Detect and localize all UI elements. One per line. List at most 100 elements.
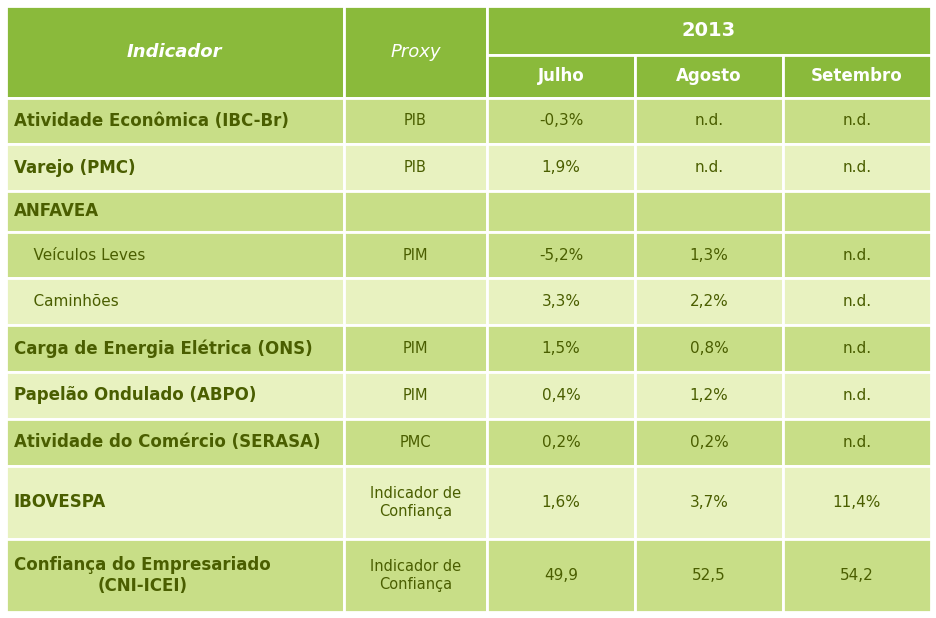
Text: n.d.: n.d. — [841, 341, 870, 356]
Bar — [635, 419, 782, 465]
Bar — [344, 191, 487, 232]
Bar — [6, 419, 344, 465]
Bar — [344, 539, 487, 612]
Bar — [487, 325, 635, 372]
Text: IBOVESPA: IBOVESPA — [14, 493, 106, 511]
Bar — [487, 279, 635, 325]
Bar — [635, 191, 782, 232]
Bar — [344, 6, 487, 98]
Bar — [487, 55, 635, 98]
Bar — [487, 232, 635, 279]
Bar — [6, 6, 344, 98]
Text: Varejo (PMC): Varejo (PMC) — [14, 159, 136, 177]
Text: n.d.: n.d. — [841, 294, 870, 310]
Bar — [635, 232, 782, 279]
Bar — [487, 465, 635, 539]
Bar — [6, 98, 344, 144]
Bar — [344, 232, 487, 279]
Bar — [487, 144, 635, 191]
Text: PMC: PMC — [399, 434, 431, 450]
Text: -5,2%: -5,2% — [538, 248, 582, 263]
Text: n.d.: n.d. — [694, 113, 723, 129]
Bar — [344, 465, 487, 539]
Bar — [344, 279, 487, 325]
Text: n.d.: n.d. — [841, 160, 870, 175]
Text: n.d.: n.d. — [694, 160, 723, 175]
Bar — [782, 325, 930, 372]
Bar — [344, 98, 487, 144]
Text: PIB: PIB — [403, 113, 426, 129]
Text: Papelão Ondulado (ABPO): Papelão Ondulado (ABPO) — [14, 386, 256, 404]
Bar — [782, 191, 930, 232]
Bar — [782, 372, 930, 419]
Text: 1,5%: 1,5% — [541, 341, 579, 356]
Bar — [487, 98, 635, 144]
Bar — [344, 372, 487, 419]
Bar — [782, 539, 930, 612]
Text: 0,4%: 0,4% — [541, 388, 579, 403]
Text: 54,2: 54,2 — [840, 568, 873, 583]
Text: Atividade Econômica (IBC-Br): Atividade Econômica (IBC-Br) — [14, 112, 288, 130]
Text: PIM: PIM — [402, 341, 428, 356]
Text: 0,2%: 0,2% — [541, 434, 579, 450]
Text: 2013: 2013 — [681, 21, 736, 40]
Text: Caminhões: Caminhões — [14, 294, 119, 310]
Text: Indicador de
Confiança: Indicador de Confiança — [370, 559, 461, 592]
Text: 0,2%: 0,2% — [689, 434, 727, 450]
Text: PIM: PIM — [402, 388, 428, 403]
Text: n.d.: n.d. — [841, 113, 870, 129]
Bar — [487, 419, 635, 465]
Text: 11,4%: 11,4% — [832, 494, 880, 510]
Text: 1,3%: 1,3% — [689, 248, 727, 263]
Bar — [635, 279, 782, 325]
Bar — [635, 539, 782, 612]
Text: Atividade do Comércio (SERASA): Atividade do Comércio (SERASA) — [14, 433, 320, 451]
Text: 52,5: 52,5 — [692, 568, 725, 583]
Bar — [6, 465, 344, 539]
Bar — [344, 144, 487, 191]
Text: Veículos Leves: Veículos Leves — [14, 248, 145, 263]
Text: n.d.: n.d. — [841, 248, 870, 263]
Text: Agosto: Agosto — [676, 67, 741, 85]
Bar — [782, 419, 930, 465]
Text: 1,9%: 1,9% — [541, 160, 579, 175]
Text: Julho: Julho — [537, 67, 584, 85]
Bar — [782, 98, 930, 144]
Text: 3,7%: 3,7% — [689, 494, 727, 510]
Bar — [782, 55, 930, 98]
Text: Setembro: Setembro — [811, 67, 902, 85]
Bar — [782, 465, 930, 539]
Bar — [487, 6, 930, 55]
Text: n.d.: n.d. — [841, 434, 870, 450]
Text: Confiança do Empresariado
(CNI-ICEI): Confiança do Empresariado (CNI-ICEI) — [14, 556, 271, 595]
Text: 49,9: 49,9 — [544, 568, 578, 583]
Text: 1,2%: 1,2% — [689, 388, 727, 403]
Bar — [635, 144, 782, 191]
Text: n.d.: n.d. — [841, 388, 870, 403]
Bar — [635, 55, 782, 98]
Bar — [487, 191, 635, 232]
Text: -0,3%: -0,3% — [538, 113, 582, 129]
Bar — [6, 144, 344, 191]
Text: Indicador: Indicador — [127, 43, 223, 61]
Bar — [344, 325, 487, 372]
Bar — [782, 232, 930, 279]
Bar — [6, 232, 344, 279]
Text: 1,6%: 1,6% — [541, 494, 579, 510]
Bar — [6, 539, 344, 612]
Bar — [782, 144, 930, 191]
Bar — [487, 539, 635, 612]
Bar — [6, 372, 344, 419]
Text: PIM: PIM — [402, 248, 428, 263]
Bar — [635, 372, 782, 419]
Text: PIB: PIB — [403, 160, 426, 175]
Bar — [635, 325, 782, 372]
Text: 3,3%: 3,3% — [541, 294, 580, 310]
Text: Indicador de
Confiança: Indicador de Confiança — [370, 486, 461, 519]
Bar — [487, 372, 635, 419]
Text: 0,8%: 0,8% — [689, 341, 727, 356]
Bar — [635, 98, 782, 144]
Bar — [6, 191, 344, 232]
Bar — [6, 279, 344, 325]
Bar — [6, 325, 344, 372]
